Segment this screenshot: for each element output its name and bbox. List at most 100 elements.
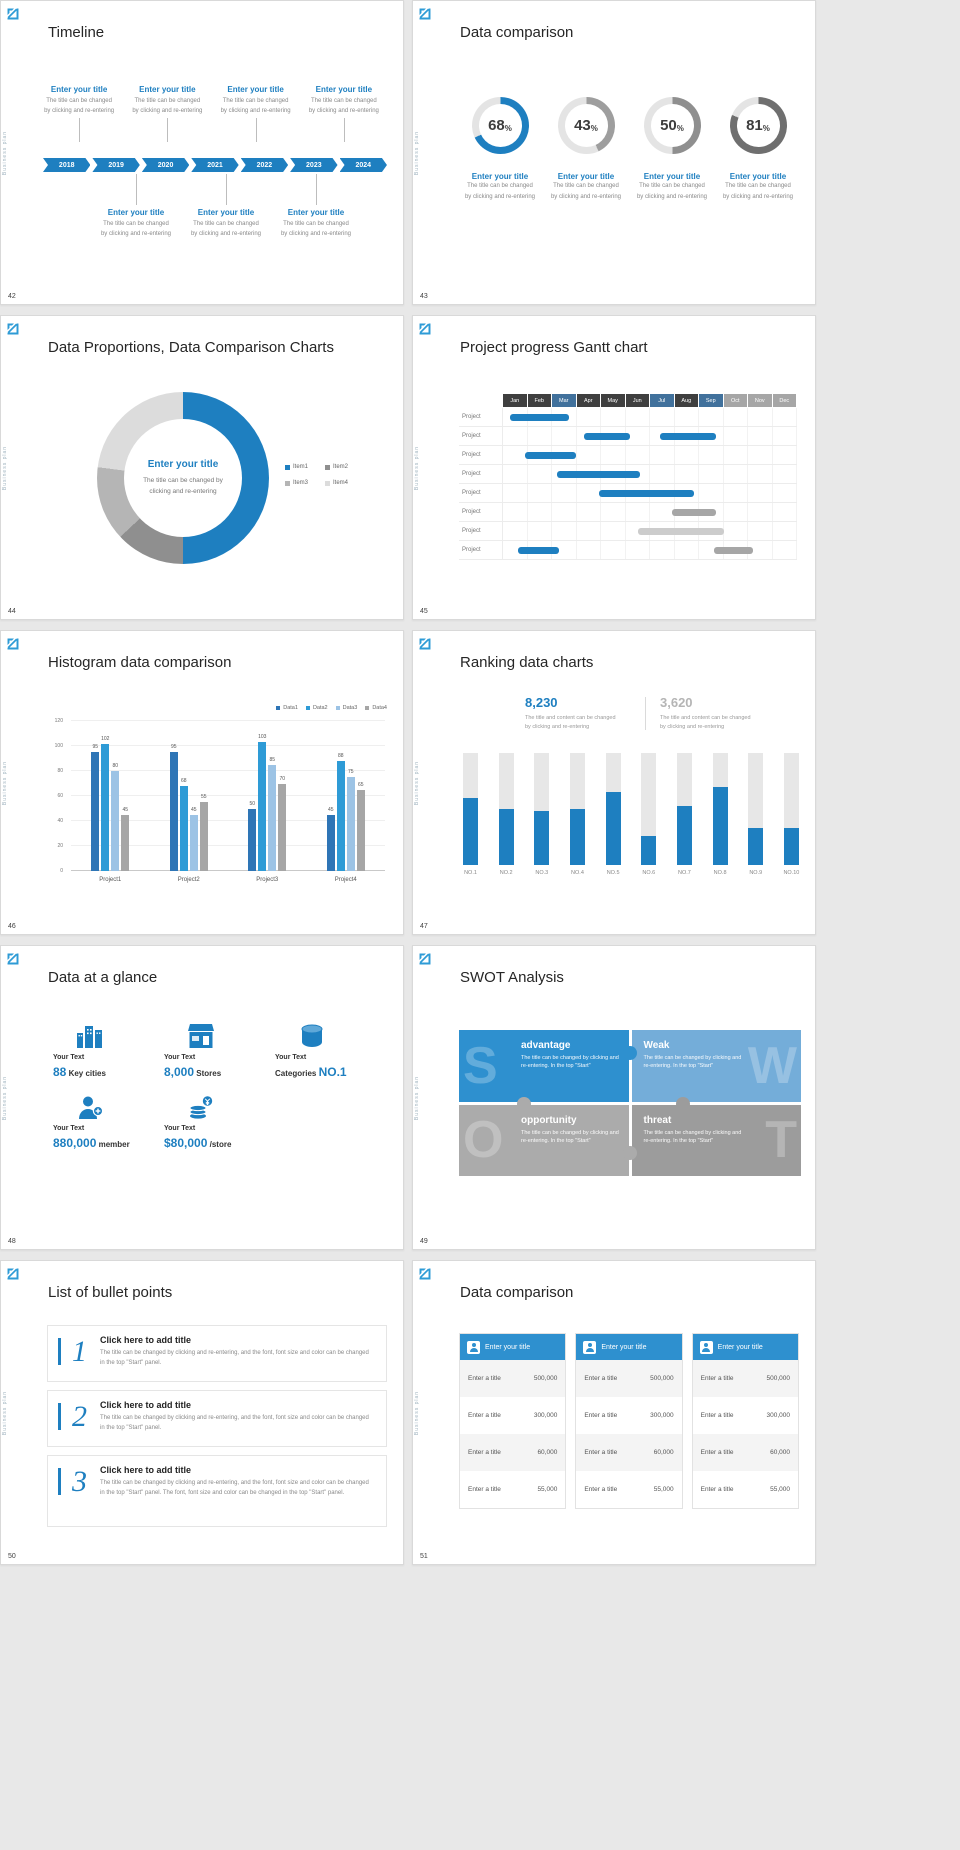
donut-progress-item: 50% Enter your title The title can be chan… xyxy=(629,97,715,202)
gantt-cell xyxy=(577,484,601,502)
bar: 70 xyxy=(278,776,287,871)
sidebar-vertical-text: Business plan xyxy=(2,1075,8,1120)
legend-label: Data3 xyxy=(342,705,358,711)
slide-title: List of bullet points xyxy=(48,1284,173,1301)
bar: 95 xyxy=(169,744,178,871)
timeline-year: 2022 xyxy=(241,158,288,172)
bullet-number: 2 xyxy=(58,1402,100,1432)
bar-fill xyxy=(676,805,692,865)
slide-44-data-proportions[interactable]: Business plan Data Proportions, Data Com… xyxy=(0,315,404,620)
bar-fill xyxy=(605,792,621,865)
gantt-track xyxy=(503,484,797,502)
donut-ring: 43% xyxy=(557,97,615,154)
gantt-bar xyxy=(598,490,695,497)
brand-logo-icon xyxy=(418,952,431,965)
bar-value-label: 65 xyxy=(357,781,364,788)
bar-track xyxy=(748,753,764,865)
gantt-row: Project xyxy=(459,541,797,560)
gantt-chart: Jan Feb Mar Apr May Jun Jul Aug Sep Oct Nov Dec Pro… xyxy=(459,394,797,560)
bar: 45 xyxy=(121,807,130,871)
gantt-month: Jul xyxy=(650,394,674,407)
row-value: 300,000 xyxy=(650,1412,674,1419)
legend-swatch xyxy=(365,706,370,710)
donut-item-title: Enter your title xyxy=(557,172,615,181)
slide-42-timeline[interactable]: Business plan Timeline 42 Enter your tit… xyxy=(0,0,404,305)
row-label: Enter a title xyxy=(468,1486,501,1493)
glance-value: NO.1 xyxy=(318,1065,347,1079)
timeline-entry-desc: by clicking and re-entering xyxy=(308,107,379,114)
category-label: NO.8 xyxy=(713,870,727,876)
slide-number: 46 xyxy=(8,923,16,930)
timeline-entry-title: Enter your title xyxy=(315,85,373,94)
gantt-row-label: Project xyxy=(459,446,503,464)
gantt-cell xyxy=(773,503,797,521)
row-label: Enter a title xyxy=(700,1375,734,1382)
gridline xyxy=(71,770,385,771)
slide-51-data-comparison[interactable]: Business plan Data comparison 51 Enter y… xyxy=(412,1260,816,1565)
gantt-row: Project xyxy=(459,465,797,484)
glance-value: 8,000 xyxy=(164,1065,195,1079)
donut-item-desc: by clicking and re-entering xyxy=(722,193,794,200)
timeline-year: 2019 xyxy=(92,158,139,172)
gantt-bar xyxy=(583,433,631,440)
gantt-row: Project xyxy=(459,446,797,465)
gantt-cell xyxy=(552,541,577,559)
slide-47-ranking[interactable]: Business plan Ranking data charts 47 8,2… xyxy=(412,630,816,935)
gantt-cell xyxy=(748,522,773,540)
gantt-cell xyxy=(699,427,724,445)
bar: 45 xyxy=(326,807,335,871)
category-label: NO.10 xyxy=(783,870,800,876)
bullet-list: 1 Click here to add title The title can be… xyxy=(47,1325,387,1535)
bullet-heading: Click here to add title xyxy=(100,1465,192,1475)
donut-percentage: 43% xyxy=(558,97,615,154)
donut-percentage: 50% xyxy=(644,97,701,154)
brand-logo-icon xyxy=(6,322,19,335)
bar-fill xyxy=(712,786,728,865)
row-value: 60,000 xyxy=(770,1449,790,1456)
timeline-entry-desc: The title can be changed xyxy=(311,98,377,104)
gantt-bar xyxy=(525,452,577,459)
swot-letter: O xyxy=(463,1111,504,1170)
sidebar-vertical-text: Business plan xyxy=(2,1390,8,1435)
ranking-bar-chart: NO.1 NO.2 NO.3 NO.4 NO.5 NO.6 NO.7 NO.8 NO.9 NO.1… xyxy=(463,753,799,876)
donut-item-title: Enter your title xyxy=(471,172,529,181)
donut-ring: 50% xyxy=(643,97,701,154)
swot-body: The title can be changed by clicking and… xyxy=(521,1055,619,1070)
row-label: Enter a title xyxy=(468,1412,501,1419)
slide-45-gantt-chart[interactable]: Business plan Project progress Gantt cha… xyxy=(412,315,816,620)
ranking-bar: NO.9 xyxy=(748,753,764,876)
slide-48-data-at-a-glance[interactable]: Business plan Data at a glance 48 Your T… xyxy=(0,945,404,1250)
card-row: Enter a title 500,000 xyxy=(576,1360,682,1397)
gantt-row-label: Project xyxy=(459,503,503,521)
timeline-entry-title: Enter your title xyxy=(107,208,165,217)
timeline-entry-desc: by clicking and re-entering xyxy=(280,230,352,237)
gantt-cell xyxy=(699,408,724,426)
gantt-cell xyxy=(552,503,577,521)
slide-43-data-comparison[interactable]: Business plan Data comparison 43 68% Ente… xyxy=(412,0,816,305)
swot-heading: opportunity xyxy=(521,1114,577,1126)
gantt-row: Project xyxy=(459,408,797,427)
row-value: 300,000 xyxy=(533,1412,558,1419)
legend-swatch xyxy=(276,706,281,710)
slide-50-bullet-points[interactable]: Business plan List of bullet points 50 1… xyxy=(0,1260,404,1565)
ranking-bar: NO.4 xyxy=(569,753,585,876)
money-icon xyxy=(188,1095,275,1122)
ranking-bar: NO.7 xyxy=(676,753,692,876)
slide-title: Data at a glance xyxy=(48,969,158,986)
bar-fill xyxy=(641,835,657,865)
gantt-cell xyxy=(650,541,675,559)
y-tick-label: 120 xyxy=(54,718,63,724)
person-chart-icon xyxy=(467,1340,480,1354)
slide-46-histogram[interactable]: Business plan Histogram data comparison … xyxy=(0,630,404,935)
timeline-entry-desc: The title can be changed xyxy=(222,98,289,104)
gantt-cell xyxy=(577,522,601,540)
card-header: Enter your title xyxy=(576,1334,682,1360)
brand-logo-icon xyxy=(418,637,431,650)
histogram-plot: 95 102 80 45 95 68 45 55 50 103 85 70 45 88 75 65 xyxy=(71,720,385,871)
gantt-cell xyxy=(724,522,748,540)
gridline xyxy=(71,820,385,821)
glance-label: Your Text xyxy=(164,1125,196,1132)
gantt-cell xyxy=(626,427,650,445)
gantt-track xyxy=(503,408,797,426)
